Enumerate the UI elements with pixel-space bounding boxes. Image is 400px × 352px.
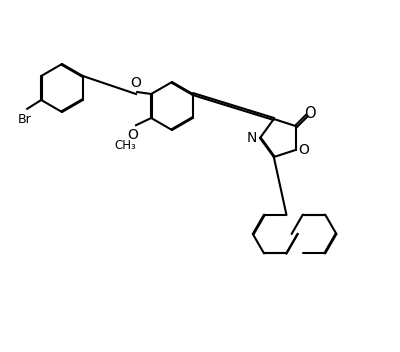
Text: O: O: [130, 76, 142, 90]
Text: O: O: [298, 143, 310, 157]
Text: N: N: [246, 131, 257, 145]
Text: Br: Br: [18, 113, 32, 126]
Text: CH₃: CH₃: [115, 139, 136, 152]
Text: O: O: [127, 128, 138, 143]
Text: O: O: [304, 106, 316, 121]
